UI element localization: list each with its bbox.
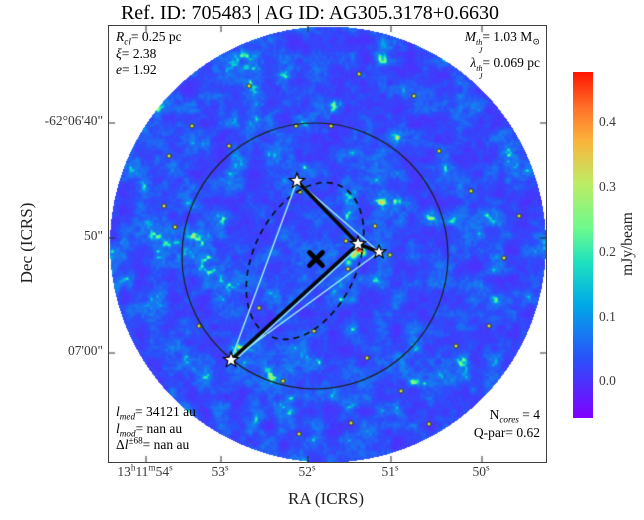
y-tick-label: 07'00"	[68, 343, 103, 358]
annotation-line: λ th J = 0.069 pc	[470, 55, 540, 82]
annotation-line: Δl±68= nan au	[116, 435, 190, 452]
annotation-cluster-params: Rcl= 0.25 pc ξ= 2.38 e= 1.92	[116, 29, 182, 79]
annotation-line: Rcl= 0.25 pc	[116, 29, 182, 47]
annotation-line: ξ= 2.38	[116, 45, 157, 61]
colorbar-tick-label: 0.1	[599, 309, 616, 324]
x-tick-label: 13h11m54s	[117, 462, 173, 479]
x-tick-label: 51s	[381, 462, 399, 479]
x-tick-label: 53s	[211, 462, 229, 479]
annotation-line: lmed= 34121 au	[116, 404, 196, 422]
plot-frame	[108, 25, 547, 463]
annotation-line: lmod= nan au	[116, 420, 183, 439]
colorbar-label: mJy/beam	[619, 212, 636, 276]
x-tick-label: 50s	[472, 462, 490, 479]
x-tick-label: 52s	[298, 462, 316, 479]
colorbar	[573, 72, 593, 418]
figure-title: Ref. ID: 705483 | AG ID: AG305.3178+0.66…	[120, 2, 500, 24]
y-tick-label: -62°06'40"	[44, 113, 103, 128]
annotation-line: e= 1.92	[116, 62, 157, 77]
y-axis-label: Dec (ICRS)	[17, 202, 36, 284]
colorbar-tick-label: 0.3	[599, 179, 616, 194]
colorbar-tick-label: 0.2	[599, 244, 616, 259]
annotation-line: Ncores = 4	[489, 407, 540, 425]
colorbar-tick-label: 0.0	[599, 373, 616, 388]
sky-map-canvas	[109, 26, 546, 462]
annotation-separation-params: lmed= 34121 au lmod= nan au Δl±68= nan au	[116, 404, 196, 454]
colorbar-tick-label: 0.4	[599, 114, 616, 129]
annotation-line: Q-par= 0.62	[473, 424, 540, 440]
annotation-core-stats: Ncores = 4 Q-par= 0.62	[340, 406, 540, 441]
y-tick-label: 50"	[83, 228, 103, 243]
x-axis-label: RA (ICRS)	[287, 489, 365, 508]
